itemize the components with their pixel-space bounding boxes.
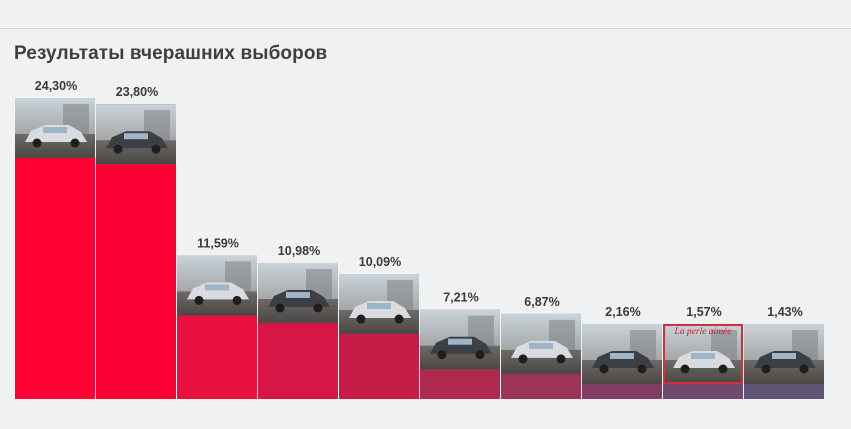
car-photo-icon[interactable] — [177, 255, 257, 316]
bar-value-label: 6,87% — [524, 295, 559, 309]
bar-group[interactable]: 23,80% — [96, 85, 176, 399]
car-photo-icon[interactable] — [339, 274, 419, 335]
car-photo-icon[interactable] — [501, 313, 581, 374]
car-photo-icon[interactable] — [15, 98, 95, 158]
bar-value-label: 23,80% — [116, 85, 158, 99]
bar-group[interactable]: 10,98% — [258, 244, 338, 399]
car-photo-icon[interactable] — [744, 324, 824, 384]
bar-group[interactable]: 7,21% — [420, 291, 500, 399]
bar-group[interactable]: 2,16% — [582, 305, 662, 399]
bar-value-label: 2,16% — [605, 305, 640, 319]
car-photo-icon[interactable] — [258, 262, 338, 323]
car-photo-icon[interactable]: La perle aimée — [663, 324, 743, 384]
car-photo-icon[interactable] — [582, 324, 662, 384]
bar-value-label: 7,21% — [443, 291, 478, 305]
car-photo-icon[interactable] — [420, 309, 500, 370]
bar-group[interactable]: 11,59% — [177, 236, 257, 399]
car-photo-icon[interactable] — [96, 104, 176, 165]
bar-value-label: 11,59% — [197, 236, 239, 250]
bar-value-label: 24,30% — [35, 79, 77, 93]
bar-value-label: 10,09% — [359, 255, 401, 269]
bar-group[interactable]: La perle aimée 1,57% — [663, 305, 743, 399]
bar-group[interactable]: 10,09% — [339, 255, 419, 399]
chart-title: Результаты вчерашних выборов — [14, 43, 328, 64]
bar-value-label: 1,43% — [767, 305, 802, 319]
thumbnail-caption: La perle aimée — [674, 327, 732, 337]
bar-group[interactable]: 24,30% — [15, 79, 95, 399]
bar-value-label: 1,57% — [686, 305, 721, 319]
bar-group[interactable]: 6,87% — [501, 295, 581, 399]
bar-group[interactable]: 1,43% — [744, 305, 824, 399]
top-divider — [0, 28, 851, 29]
bar-value-label: 10,98% — [278, 244, 320, 258]
